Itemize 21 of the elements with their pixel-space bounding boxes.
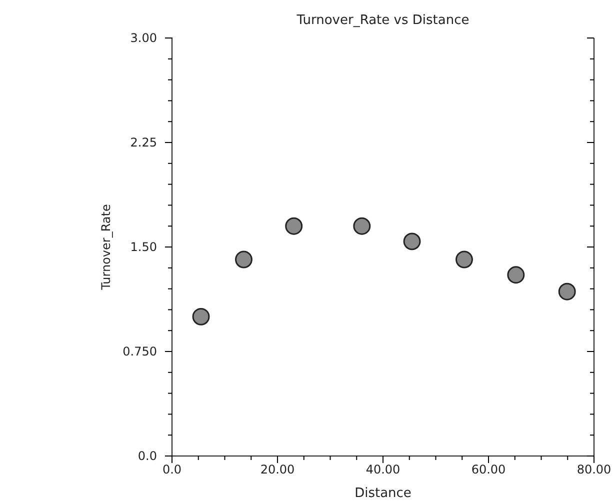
x-tick-label: 60.00	[471, 462, 506, 477]
y-axis-title: Turnover_Rate	[99, 204, 113, 291]
x-tick-label: 40.00	[366, 462, 400, 477]
x-tick-label: 20.00	[260, 462, 295, 477]
point	[235, 250, 252, 268]
point	[192, 308, 210, 326]
y-tick-label: 1.50	[130, 240, 157, 254]
y-tick-label: 0.0	[138, 448, 157, 463]
point	[558, 282, 576, 300]
y-tick-label: 3.00	[130, 30, 157, 45]
x-tick-label: 0.0	[162, 462, 182, 477]
y-tick-label: 2.25	[130, 135, 157, 150]
point	[353, 217, 371, 235]
point	[403, 232, 421, 250]
chart-title: Turnover_Rate vs Distance	[296, 13, 470, 28]
y-tick-label: 0.750	[122, 344, 157, 358]
x-axis-title: Distance	[354, 486, 412, 501]
point	[507, 266, 525, 284]
point	[285, 217, 303, 235]
point	[456, 250, 473, 268]
x-tick-label: 80.00	[576, 462, 612, 477]
